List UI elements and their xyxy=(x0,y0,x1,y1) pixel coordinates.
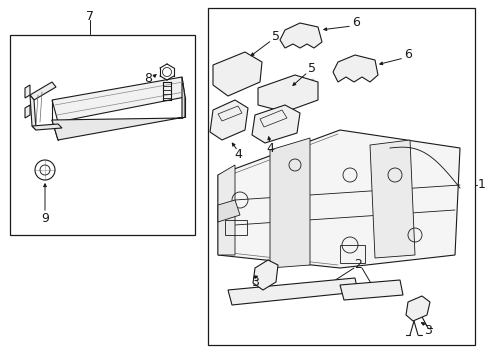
Text: 2: 2 xyxy=(353,258,361,271)
Text: 5: 5 xyxy=(307,62,315,75)
Bar xyxy=(339,245,364,263)
Polygon shape xyxy=(227,278,357,305)
Text: 8: 8 xyxy=(143,72,152,85)
Text: 9: 9 xyxy=(41,211,49,225)
Bar xyxy=(207,8,474,345)
Polygon shape xyxy=(52,77,184,122)
Text: 5: 5 xyxy=(271,30,280,42)
Polygon shape xyxy=(339,280,402,300)
Polygon shape xyxy=(25,105,30,118)
Polygon shape xyxy=(218,130,459,268)
Polygon shape xyxy=(52,117,184,140)
Polygon shape xyxy=(30,82,56,100)
Polygon shape xyxy=(182,77,184,118)
Polygon shape xyxy=(252,260,278,290)
Text: 6: 6 xyxy=(351,15,359,28)
Polygon shape xyxy=(218,200,240,222)
Text: 1: 1 xyxy=(477,179,485,192)
Polygon shape xyxy=(218,165,235,255)
Polygon shape xyxy=(280,23,321,48)
Polygon shape xyxy=(269,138,309,268)
Polygon shape xyxy=(369,140,414,258)
Polygon shape xyxy=(209,100,247,140)
Polygon shape xyxy=(30,95,36,130)
Text: 3: 3 xyxy=(423,324,431,337)
Polygon shape xyxy=(213,52,262,96)
Polygon shape xyxy=(258,75,317,112)
Polygon shape xyxy=(332,55,377,82)
Text: 6: 6 xyxy=(403,48,411,60)
Polygon shape xyxy=(25,85,30,98)
Polygon shape xyxy=(405,296,429,321)
Text: 4: 4 xyxy=(234,148,242,162)
Bar xyxy=(10,35,195,235)
Polygon shape xyxy=(32,124,62,130)
Text: 4: 4 xyxy=(265,141,273,154)
Text: 3: 3 xyxy=(250,275,259,288)
Polygon shape xyxy=(251,105,299,143)
Text: 7: 7 xyxy=(86,9,94,22)
Bar xyxy=(224,220,246,235)
